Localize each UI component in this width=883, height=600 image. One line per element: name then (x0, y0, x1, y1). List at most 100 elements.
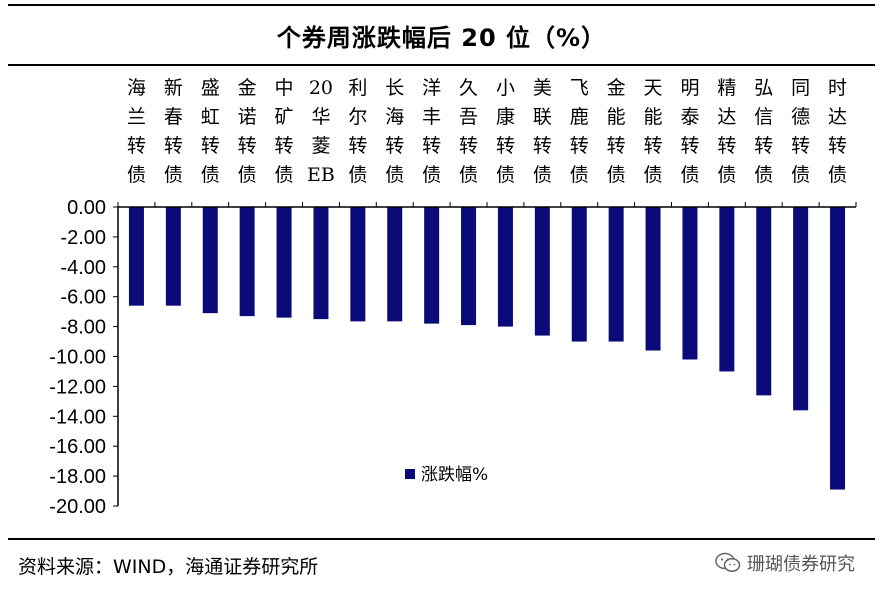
bar-15 (645, 207, 661, 351)
category-label-char: 同 (791, 77, 810, 99)
category-label-char: 达 (828, 106, 847, 128)
category-label-char: 债 (791, 164, 810, 186)
bar-13 (571, 207, 587, 342)
chart-title: 个券周涨跌幅后 20 位（%） (276, 23, 607, 52)
category-label-char: 洋 (422, 77, 441, 99)
category-label-char: 债 (570, 164, 589, 186)
bar-16 (682, 207, 698, 360)
category-label-char: 信 (754, 106, 773, 128)
category-label-char: 债 (238, 164, 257, 186)
category-label-char: 长 (385, 77, 404, 99)
watermark: 珊瑚债券研究 (715, 550, 855, 576)
category-label-char: 转 (201, 135, 220, 157)
category-label-char: 债 (607, 164, 626, 186)
category-label-char: 兰 (127, 106, 146, 128)
category-label-char: 20 (309, 77, 333, 99)
category-label-char: 金 (238, 77, 257, 99)
category-label-char: 转 (127, 135, 146, 157)
y-tick-label: -16.00 (49, 436, 106, 458)
category-label-char: 联 (533, 106, 552, 128)
category-label-char: 飞 (570, 77, 589, 99)
category-label-char: 小 (496, 77, 515, 99)
category-label-char: 转 (607, 135, 626, 157)
bar-20 (830, 207, 846, 490)
category-label-char: 债 (385, 164, 404, 186)
category-label-char: 精 (717, 77, 736, 99)
category-label-char: 债 (275, 164, 294, 186)
y-tick-label: -8.00 (60, 317, 106, 339)
category-label-char: 债 (717, 164, 736, 186)
category-label-char: 债 (533, 164, 552, 186)
y-tick-label: -14.00 (49, 406, 106, 428)
y-tick-label: -6.00 (60, 287, 106, 309)
category-label-char: 康 (496, 106, 515, 128)
bar-12 (534, 207, 550, 336)
y-tick-label: 0.00 (67, 197, 106, 219)
category-label-char: 吾 (459, 106, 478, 128)
category-label-char: 盛 (201, 77, 220, 99)
bar-14 (608, 207, 624, 342)
category-label-char: 能 (607, 106, 626, 128)
y-tick-label: -18.00 (49, 466, 106, 488)
bar-19 (793, 207, 809, 411)
y-tick-label: -2.00 (60, 227, 106, 249)
category-label-char: 新 (164, 77, 183, 99)
category-label-char: 时 (828, 77, 847, 99)
watermark-text: 珊瑚债券研究 (747, 554, 855, 575)
category-label-char: 转 (754, 135, 773, 157)
category-label-char: 达 (717, 106, 736, 128)
bar-7 (350, 207, 366, 322)
category-label-char: 债 (828, 164, 847, 186)
category-labels: 海兰转债新春转债盛虹转债金诺转债中矿转债20华菱EB利尔转债长海转债洋丰转债久吾… (127, 77, 847, 186)
bar-5 (276, 207, 292, 318)
category-label-char: 中 (275, 77, 294, 99)
y-tick-label: -10.00 (49, 347, 106, 369)
category-label-char: 债 (201, 164, 220, 186)
category-label-char: 海 (127, 77, 146, 99)
bar-18 (756, 207, 772, 396)
category-label-char: 矿 (275, 106, 294, 128)
category-label-char: 转 (717, 135, 736, 157)
category-label-char: 美 (533, 77, 552, 99)
category-label-char: 债 (164, 164, 183, 186)
category-label-char: 鹿 (570, 106, 589, 128)
category-label-char: 债 (644, 164, 663, 186)
category-label-char: 债 (680, 164, 699, 186)
legend-label: 涨跌幅% (421, 465, 488, 485)
category-label-char: 明 (680, 77, 699, 99)
legend: 涨跌幅% (405, 465, 488, 485)
category-label-char: 华 (311, 106, 330, 128)
category-label-char: 转 (828, 135, 847, 157)
y-tick-label: -12.00 (49, 376, 106, 398)
category-label-char: 转 (644, 135, 663, 157)
bar-4 (239, 207, 255, 317)
category-label-char: 虹 (201, 106, 220, 128)
bar-8 (387, 207, 403, 322)
category-label-char: 转 (385, 135, 404, 157)
category-label-char: 久 (459, 77, 478, 99)
category-label-char: 转 (533, 135, 552, 157)
bar-11 (497, 207, 513, 327)
bar-10 (461, 207, 477, 326)
category-label-char: 债 (496, 164, 515, 186)
bar-2 (165, 207, 181, 306)
wechat-icon (715, 552, 741, 572)
category-label-char: EB (307, 164, 335, 186)
category-label-char: 转 (791, 135, 810, 157)
bar-6 (313, 207, 329, 320)
